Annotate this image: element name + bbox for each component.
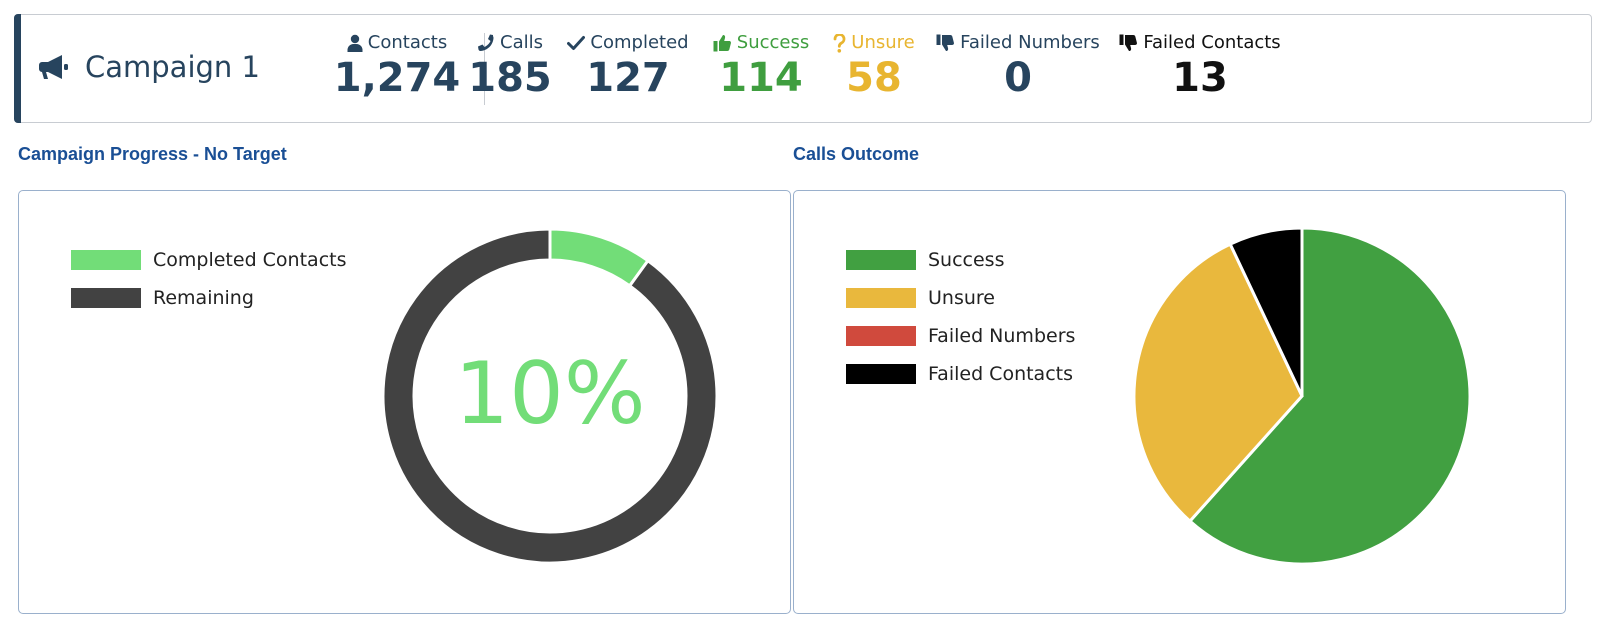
outcome-section-title: Calls Outcome [793, 144, 920, 164]
stat-label-text: Completed [590, 32, 689, 53]
legend-label: Failed Contacts [928, 363, 1073, 385]
progress-legend-item[interactable]: Remaining [71, 279, 347, 317]
stat-calls: Calls 185 [425, 31, 595, 101]
outcome-slice-success[interactable] [1187, 226, 1472, 566]
stat-label: Failed Numbers [933, 31, 1103, 55]
phone-icon [477, 34, 495, 52]
stat-label: Failed Contacts [1115, 31, 1285, 55]
stat-label-text: Success [736, 32, 810, 53]
stat-label: Calls [425, 31, 595, 55]
stat-label: Completed [543, 31, 713, 55]
stat-label: Contacts [312, 31, 482, 55]
legend-label: Completed Contacts [153, 249, 347, 271]
outcome-legend-item[interactable]: Success [846, 241, 1075, 279]
stat-value: 0 [1004, 55, 1032, 101]
legend-swatch [71, 250, 141, 270]
check-icon [567, 35, 586, 51]
outcome-pie-chart [1132, 226, 1472, 566]
thumbs-up-icon [713, 34, 732, 52]
stat-completed: Completed 127 [543, 31, 713, 101]
thumbs-down-icon [936, 34, 955, 52]
outcome-slice-failed-contacts[interactable] [1228, 226, 1304, 397]
stat-label: Unsure [789, 31, 959, 55]
stat-value: 185 [468, 55, 552, 101]
outcome-slice-unsure[interactable] [1132, 242, 1304, 524]
question-icon [833, 33, 846, 53]
campaign-name: Campaign 1 [85, 50, 260, 84]
stat-label-text: Unsure [851, 32, 915, 53]
stat-unsure: Unsure 58 [789, 31, 959, 101]
stat-label-text: Failed Contacts [1143, 32, 1281, 53]
outcome-legend-item[interactable]: Failed Numbers [846, 317, 1075, 355]
progress-legend-item[interactable]: Completed Contacts [71, 241, 347, 279]
stat-value: 13 [1172, 55, 1228, 101]
thumbs-down-icon [1119, 34, 1138, 52]
outcome-legend-item[interactable]: Failed Contacts [846, 355, 1075, 393]
progress-slice-completed-contacts[interactable] [548, 227, 650, 288]
progress-legend: Completed Contacts Remaining [71, 241, 347, 317]
outcome-legend-item[interactable]: Unsure [846, 279, 1075, 317]
legend-label: Remaining [153, 287, 254, 309]
card-accent-bar [14, 14, 21, 123]
progress-percent-label: 10% [454, 344, 645, 444]
stat-label: Success [676, 31, 846, 55]
progress-slice-remaining[interactable] [381, 227, 719, 565]
legend-label: Failed Numbers [928, 325, 1076, 347]
legend-swatch [846, 250, 916, 270]
progress-chart-panel: Completed Contacts Remaining 10% [18, 190, 791, 614]
campaign-summary-card: Campaign 1 Contacts 1,274 Calls 185 Comp… [14, 14, 1592, 123]
stat-failed-contacts: Failed Contacts 13 [1115, 31, 1285, 101]
user-icon [347, 34, 363, 52]
legend-label: Unsure [928, 287, 995, 309]
legend-swatch [846, 364, 916, 384]
legend-swatch [846, 288, 916, 308]
stat-failed-numbers: Failed Numbers 0 [933, 31, 1103, 101]
progress-section-title: Campaign Progress - No Target [18, 144, 287, 164]
stat-value: 114 [719, 55, 803, 101]
stat-value: 1,274 [333, 55, 461, 101]
outcome-legend: Success Unsure Failed Numbers Failed Con… [846, 241, 1075, 393]
campaign-title: Campaign 1 [39, 49, 260, 85]
legend-swatch [846, 326, 916, 346]
stat-label-text: Calls [500, 32, 543, 53]
progress-doughnut-chart: 10% [381, 227, 719, 565]
legend-swatch [71, 288, 141, 308]
stat-success: Success 114 [676, 31, 846, 101]
stat-contacts: Contacts 1,274 [312, 31, 482, 101]
outcome-chart-panel: Success Unsure Failed Numbers Failed Con… [793, 190, 1566, 614]
stat-label-text: Failed Numbers [960, 32, 1100, 53]
legend-label: Success [928, 249, 1005, 271]
stat-value: 127 [586, 55, 670, 101]
megaphone-icon [39, 54, 71, 80]
stat-divider [484, 33, 485, 105]
stat-label-text: Contacts [367, 32, 448, 53]
stat-value: 58 [846, 55, 902, 101]
